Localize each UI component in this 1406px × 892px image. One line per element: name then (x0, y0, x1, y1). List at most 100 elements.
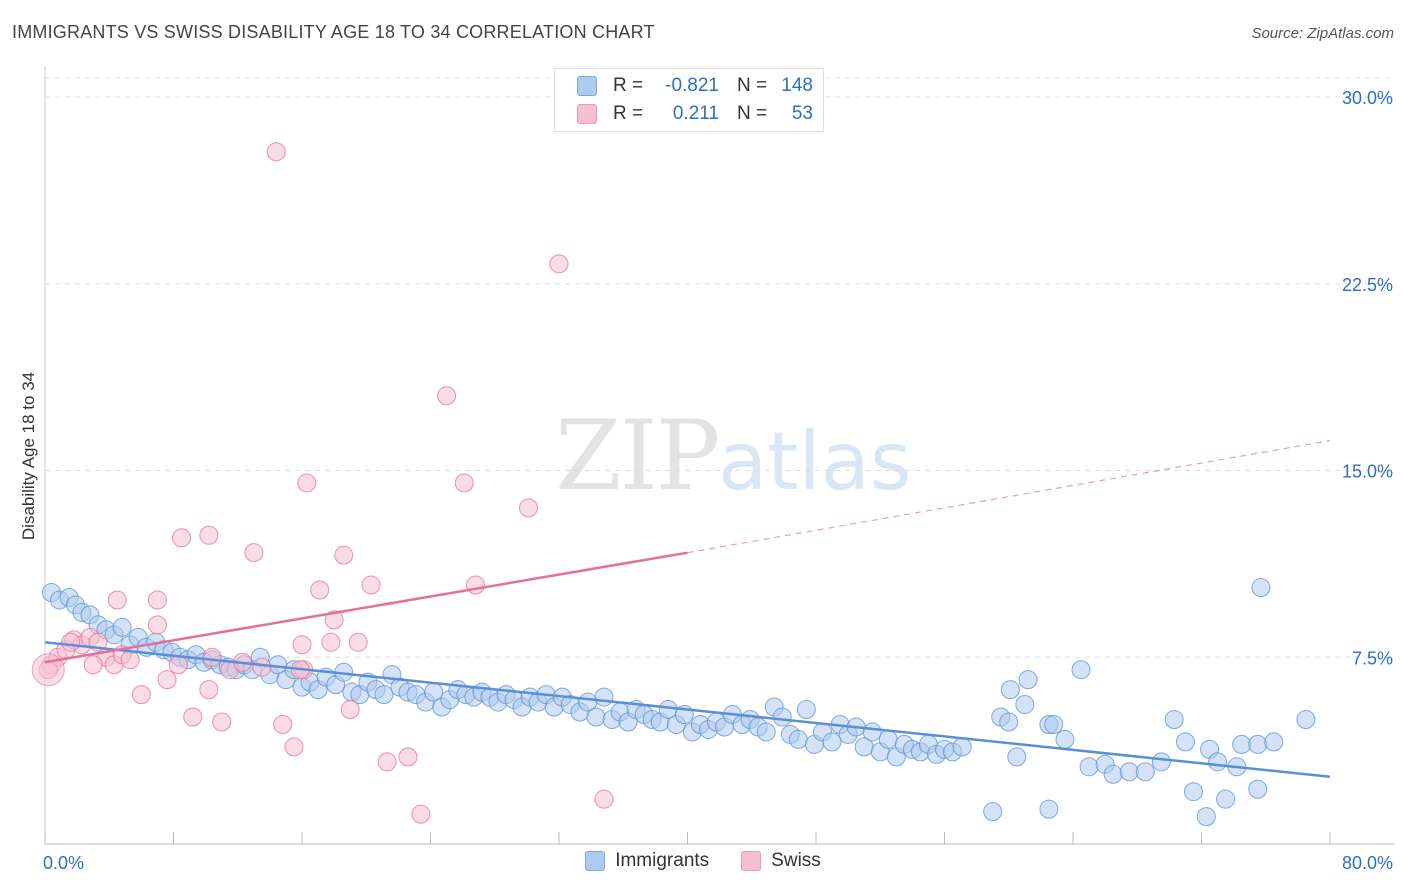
legend-r-value: -0.821 (665, 75, 719, 96)
point-immigrants (1175, 732, 1195, 752)
trend-line-swiss (44, 551, 688, 664)
point-immigrants (822, 732, 842, 752)
trend-line-immigrants (44, 641, 1331, 779)
point-immigrants (1018, 670, 1038, 690)
y-tick-label: 7.5% (1352, 648, 1393, 668)
legend-row-immigrants: R = -0.821 N = 148 (577, 73, 813, 99)
legend-r-value: 0.211 (672, 103, 719, 124)
point-swiss (266, 142, 286, 162)
point-swiss (454, 473, 474, 493)
point-immigrants (862, 722, 882, 742)
legend-swatch-immigrants (577, 76, 597, 96)
chart-title: IMMIGRANTS VS SWISS DISABILITY AGE 18 TO… (12, 22, 655, 42)
legend-n-value: 148 (781, 75, 813, 96)
point-swiss (61, 632, 81, 652)
point-immigrants (1007, 747, 1027, 767)
point-swiss (107, 590, 127, 610)
point-swiss (252, 657, 272, 677)
point-swiss (334, 545, 354, 565)
point-swiss (147, 615, 167, 635)
point-immigrants (1196, 807, 1216, 827)
point-immigrants (1079, 757, 1099, 777)
point-immigrants (772, 707, 792, 727)
point-immigrants (1264, 732, 1284, 752)
point-immigrants (952, 737, 972, 757)
point-immigrants (1296, 710, 1316, 729)
point-immigrants (983, 802, 1003, 822)
point-swiss (199, 680, 219, 700)
y-tick-label: 15.0% (1342, 462, 1393, 482)
point-swiss (131, 685, 151, 705)
data-points (31, 142, 1316, 827)
point-immigrants (1216, 789, 1236, 809)
point-immigrants (374, 685, 394, 705)
point-immigrants (1039, 799, 1059, 819)
watermark: ZIPatlas (555, 400, 912, 512)
watermark-atlas: atlas (718, 415, 912, 508)
point-swiss (465, 575, 485, 595)
point-immigrants (1015, 695, 1035, 715)
legend-label-swiss: Swiss (771, 850, 821, 871)
point-swiss (377, 752, 397, 772)
x-tick-label: 80.0% (1342, 853, 1393, 873)
legend-n-label: N = (737, 75, 768, 96)
point-immigrants (1103, 764, 1123, 784)
point-immigrants (594, 687, 614, 707)
point-swiss (212, 712, 232, 732)
point-immigrants (1071, 660, 1091, 680)
point-immigrants (586, 707, 606, 727)
point-immigrants (1000, 680, 1020, 700)
point-swiss (31, 653, 65, 687)
legend-label-immigrants: Immigrants (615, 850, 710, 871)
point-immigrants (796, 700, 816, 720)
point-immigrants (1248, 734, 1268, 754)
watermark-zip: ZIP (555, 400, 720, 512)
point-swiss (594, 789, 614, 809)
point-immigrants (1151, 752, 1171, 772)
chart-source: Source: ZipAtlas.com (1251, 25, 1394, 42)
legend-item-swiss[interactable]: Swiss (741, 850, 821, 872)
point-swiss (348, 632, 368, 652)
point-swiss (172, 528, 192, 548)
point-immigrants (878, 729, 898, 749)
point-swiss (273, 714, 293, 734)
point-immigrants (1232, 734, 1252, 754)
point-immigrants (1183, 782, 1203, 802)
legend-r-label: R = (613, 103, 644, 124)
point-swiss (398, 747, 418, 767)
tick-labels: 7.5% 15.0% 22.5% 30.0% 0.0% 80.0% Disability A… (19, 88, 1393, 873)
x-tick-label: 0.0% (43, 853, 84, 873)
point-swiss (297, 473, 317, 493)
point-immigrants (1044, 714, 1064, 734)
trend-line-extension-swiss (687, 440, 1331, 554)
point-immigrants (112, 617, 132, 637)
y-tick-label: 30.0% (1342, 88, 1393, 108)
legend-row-swiss: R = 0.211 N = 53 (577, 101, 813, 127)
correlation-legend: R = -0.821 N = 148 R = 0.211 N = 53 (554, 68, 824, 132)
point-swiss (437, 386, 457, 406)
point-swiss (157, 670, 177, 690)
point-immigrants (999, 712, 1019, 732)
point-immigrants (1119, 762, 1139, 782)
point-immigrants (1055, 729, 1075, 749)
point-immigrants (1135, 762, 1155, 782)
axes (44, 66, 1395, 845)
legend-item-immigrants[interactable]: Immigrants (585, 850, 709, 872)
series-legend: Immigrants Swiss (0, 850, 1406, 872)
point-swiss (168, 655, 188, 675)
point-swiss (292, 635, 312, 655)
point-swiss (310, 580, 330, 600)
legend-swatch-immigrants (585, 851, 606, 871)
point-swiss (183, 707, 203, 727)
legend-n-value: 53 (791, 103, 813, 124)
legend-n-label: N = (737, 103, 768, 124)
point-swiss (324, 610, 344, 630)
point-immigrants (788, 729, 808, 749)
grid-lines (45, 77, 1395, 658)
point-immigrants (756, 722, 776, 742)
point-swiss (340, 700, 360, 720)
point-swiss (411, 804, 431, 824)
point-swiss (120, 650, 140, 670)
point-swiss (549, 254, 569, 274)
trend-lines (44, 440, 1331, 779)
